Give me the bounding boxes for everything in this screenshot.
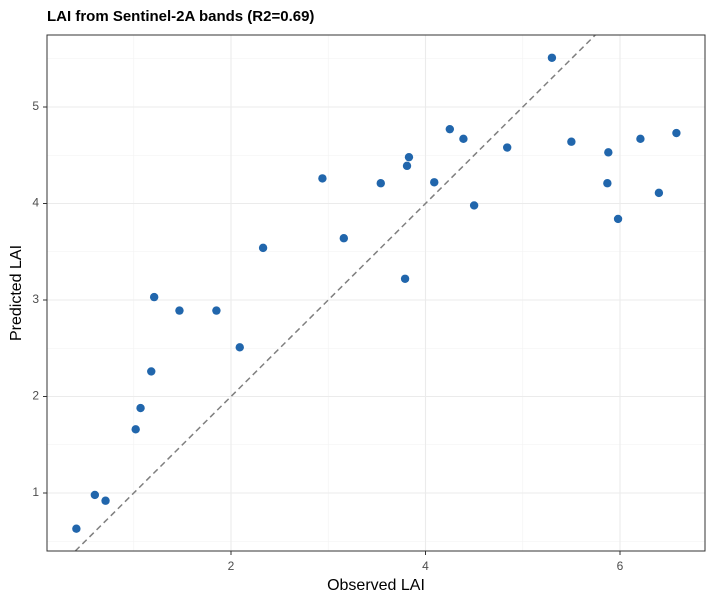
point — [445, 124, 455, 134]
point — [547, 53, 557, 62]
point — [90, 490, 100, 500]
point — [131, 425, 140, 434]
x-axis-label: Observed LAI — [327, 577, 425, 594]
point — [469, 201, 479, 210]
identity-line — [74, 34, 596, 552]
point — [430, 178, 439, 187]
point — [72, 524, 81, 533]
y-tick-label: 5 — [32, 99, 39, 113]
point — [567, 137, 576, 146]
point — [654, 188, 664, 198]
x-tick-label: 2 — [228, 559, 235, 573]
point — [404, 152, 414, 162]
point — [613, 214, 623, 224]
point — [101, 496, 110, 505]
point — [175, 306, 184, 315]
y-tick-label: 1 — [32, 485, 39, 499]
y-axis-label: Predicted LAI — [8, 245, 25, 341]
point — [339, 234, 349, 243]
point — [459, 134, 468, 144]
point — [400, 274, 410, 283]
point — [376, 179, 385, 188]
point — [147, 367, 156, 376]
y-tick-label: 2 — [32, 389, 39, 403]
point — [258, 243, 268, 253]
point — [636, 134, 645, 144]
point — [402, 161, 412, 171]
y-tick-label: 3 — [32, 292, 39, 306]
y-tick-label: 4 — [32, 196, 39, 210]
point — [603, 179, 612, 188]
x-tick-label: 6 — [617, 559, 624, 573]
point — [318, 174, 327, 183]
point — [235, 343, 244, 352]
point — [136, 403, 145, 413]
point — [502, 143, 512, 152]
point — [212, 306, 221, 315]
chart-title: LAI from Sentinel-2A bands (R2=0.69) — [47, 8, 314, 25]
point — [672, 128, 681, 138]
x-tick-label: 4 — [422, 559, 429, 573]
panel-border — [46, 34, 706, 552]
point — [604, 148, 613, 157]
point — [149, 292, 159, 302]
